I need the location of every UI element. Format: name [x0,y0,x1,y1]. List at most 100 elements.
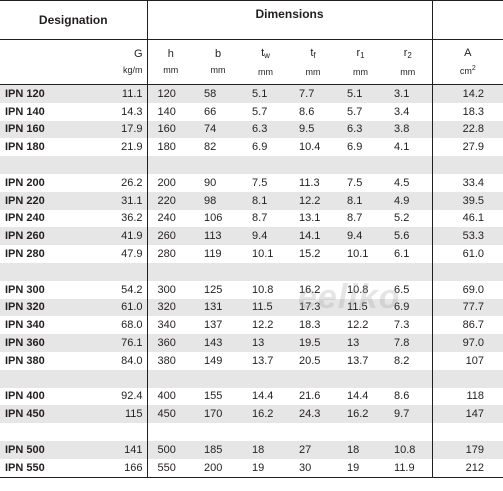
r2-cell: 6.1 [384,245,433,263]
b-cell: 113 [194,227,243,246]
r2-cell: 5.6 [384,227,433,246]
h-cell: 180 [157,141,176,154]
tw-cell: 10.8 [252,283,274,296]
r2-cell: 3.1 [384,84,433,103]
designation-units-blank [0,39,82,85]
area-cell: 212 [432,458,503,478]
b-cell: 170 [194,405,243,424]
separator-cell [242,369,290,388]
area-header-blank [432,0,503,40]
tf-cell: 14.1 [289,227,338,246]
h-cell: 200 [157,176,176,189]
h-cell: 380 [157,354,176,367]
b-cell: 58 [194,84,243,103]
r1-cell: 14.4 [347,390,369,403]
r2-cell: 4.5 [384,173,433,192]
weight-cell: 76.1 [82,334,148,352]
tf-cell: 12.2 [289,191,338,210]
separator-cell [432,423,503,441]
area-cell: 14.2 [432,84,503,103]
tw-cell: 6.3 [242,120,290,139]
separator-cell [147,156,195,174]
h-cell: 300 [157,283,176,296]
table-row: IPN 160 17.9 160 74 6.3 9.5 6.3 3.8 22.8 [0,120,503,139]
weight-cell: 92.4 [82,387,148,406]
area-cell: 46.1 [462,212,485,225]
tf-cell: 16.2 [299,283,321,296]
unit-b: b mm [194,39,243,85]
separator-cell [289,156,338,174]
r2-cell: 9.7 [384,405,433,424]
unit-tw-sub: w [264,50,270,60]
r2-cell: 8.6 [384,387,433,406]
separator-cell [384,423,433,441]
unit-r1-unit: mm [353,66,369,77]
weight-cell: 11.1 [82,84,148,103]
r1-cell: 8.1 [337,191,385,210]
unit-a-unit: cm2 [460,65,476,76]
area-cell: 53.3 [432,227,503,246]
area-cell: 61.0 [462,248,485,261]
r1-cell: 12.2 [347,319,369,332]
b-cell: 185 [194,440,243,459]
r2-cell: 4.1 [384,138,433,157]
separator-cell [289,423,337,441]
unit-b-unit: mm [210,65,226,75]
tf-cell: 21.6 [299,390,321,403]
r2-cell: 7.3 [384,316,433,335]
designation-cell: IPN 380 [5,354,45,367]
designation-cell: IPN 400 [5,390,45,403]
unit-h-unit: mm [163,65,179,75]
r1-cell: 9.4 [337,227,385,246]
unit-tf-sub: f [313,50,316,60]
h-cell: 550 [147,458,195,478]
group-separator-row [0,423,503,441]
tw-cell: 8.7 [252,212,268,225]
b-cell: 119 [204,248,222,261]
r1-cell: 6.3 [337,120,385,139]
separator-cell [242,156,290,174]
tw-cell: 19 [242,458,290,478]
table-row: IPN 550 166 550 200 19 30 19 11.9 212 [0,458,503,478]
table-row: IPN 240 36.2 240 106 8.7 13.1 8.7 5.2 46.1 [0,209,503,228]
tw-cell: 8.1 [242,191,290,210]
separator-cell [337,156,385,174]
designation-header: Designation [0,0,148,40]
designation-cell: IPN 260 [0,227,82,246]
separator-cell [337,262,385,281]
group-separator-row [0,156,503,174]
r1-cell: 19 [337,458,385,478]
r2-cell: 8.2 [384,351,433,370]
table-row: IPN 360 76.1 360 143 13 19.5 13 7.8 97.0 [0,334,503,352]
r2-cell: 3.4 [384,102,433,121]
h-cell: 500 [147,440,195,459]
table-row: IPN 120 11.1 120 58 5.1 7.7 5.1 3.1 14.2 [0,84,503,103]
separator-cell [194,423,242,441]
unit-r1-symbol: r [356,46,361,59]
r1-cell: 5.1 [337,84,385,103]
weight-cell: 54.2 [82,280,148,299]
unit-g-unit: kg/m [123,65,143,75]
unit-g-symbol: G [133,48,143,60]
table-row: IPN 340 68.0 340 137 12.2 18.3 12.2 7.3 86.7 [0,316,503,335]
b-cell: 143 [194,334,243,352]
tw-cell: 5.1 [242,84,290,103]
tf-cell: 19.5 [289,334,338,352]
designation-cell: IPN 180 [5,141,45,154]
separator-cell [194,369,243,388]
h-cell: 340 [157,319,176,332]
area-cell: 77.7 [432,298,503,317]
h-cell: 220 [147,191,195,210]
tw-cell: 10.1 [252,248,274,261]
tw-cell: 9.4 [242,227,290,246]
area-cell: 22.8 [432,120,503,139]
unit-b-symbol: b [214,48,222,60]
designation-cell: IPN 340 [5,319,45,332]
unit-tw: tw mm [242,39,290,85]
tw-cell: 16.2 [242,405,290,424]
dimensions-header: Dimensions [147,0,433,40]
b-cell: 82 [204,141,217,154]
tw-cell: 11.5 [242,298,290,317]
b-cell: 98 [194,191,243,210]
unit-r2: r2 mm [384,39,433,85]
